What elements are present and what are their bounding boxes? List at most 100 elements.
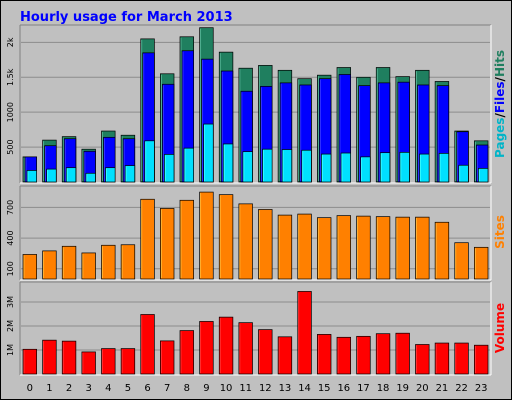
bar-sites-16 [336,215,351,280]
x-tick-label: 15 [318,383,331,394]
bar-pages-21 [438,153,450,183]
bar-sites-7 [160,208,175,280]
y-axis-label-part: / [493,76,507,81]
x-tick-label: 4 [105,383,111,394]
bar-pages-17 [360,156,371,183]
y-axis-label-part: Pages [493,118,507,158]
bar-pages-2 [65,167,77,183]
bar-volume-9 [199,321,214,375]
y-tick-label: 3M [6,296,15,308]
x-tick-label: 20 [416,383,429,394]
bar-volume-14 [297,291,312,375]
panel-background [20,25,491,183]
y-axis-label-volume: Volume [493,303,507,353]
bar-pages-5 [124,165,136,183]
bar-volume-7 [160,340,175,375]
y-tick-label: 100 [6,261,15,276]
series-pages [26,123,489,183]
bar-pages-4 [105,167,116,183]
bar-sites-10 [218,194,234,280]
y-tick-label: 500 [6,139,15,154]
bar-pages-9 [203,123,214,183]
bar-volume-2 [61,340,77,375]
x-tick-label: 7 [164,383,170,394]
x-tick-label: 12 [259,383,272,394]
bar-volume-0 [22,348,37,375]
bar-volume-10 [218,316,234,375]
y-tick-label: 700 [6,200,15,215]
bar-sites-9 [199,191,214,280]
panel-background [20,282,491,375]
x-tick-label: 17 [357,383,370,394]
panel-background [20,186,491,280]
bar-volume-8 [179,330,194,375]
bar-sites-2 [61,245,77,280]
y-axis-label-part: Files [493,81,507,113]
y-tick-label: 400 [6,230,15,245]
bar-pages-14 [301,149,312,183]
x-tick-label: 23 [475,383,488,394]
chart-title: Hourly usage for March 2013 [20,10,233,25]
bar-pages-16 [340,152,351,183]
bar-sites-18 [375,216,391,280]
x-tick-label: 11 [239,383,252,394]
bar-sites-3 [81,252,96,280]
bar-volume-6 [140,314,155,375]
bar-volume-17 [356,335,371,375]
bar-volume-19 [395,332,410,375]
bar-volume-4 [101,348,116,375]
bar-sites-1 [42,250,57,280]
bar-sites-15 [317,217,332,280]
bar-sites-4 [101,244,116,280]
series-files [24,50,489,183]
x-axis-labels: 0 1 2 3 4 5 6 7 8 9 10 11 12 13 14 15 16 17 18 19 20 21 22 23 [27,383,488,394]
x-tick-label: 18 [377,383,390,394]
bar-sites-12 [258,209,273,280]
bar-pages-15 [321,153,332,183]
bar-volume-18 [375,333,391,375]
bar-pages-18 [379,152,391,183]
bar-pages-11 [242,151,253,183]
bar-pages-7 [164,154,175,183]
x-tick-label: 22 [455,383,468,394]
bar-pages-20 [419,153,430,183]
panel-volume: 1M 2M 3M Volume [6,281,507,376]
x-tick-label: 0 [27,383,33,394]
bar-volume-22 [454,342,469,375]
bar-volume-13 [277,336,293,375]
bar-pages-12 [262,148,273,183]
bar-pages-19 [399,151,410,183]
x-tick-label: 10 [220,383,233,394]
bar-volume-1 [42,339,57,375]
x-tick-label: 2 [66,383,72,394]
y-axis-label-sites: Sites [493,215,507,249]
bar-sites-19 [395,216,410,280]
y-tick-label: 1000 [6,102,15,122]
bar-pages-22 [458,164,469,183]
bar-sites-21 [434,221,450,280]
bar-pages-3 [85,172,96,183]
bar-pages-1 [46,168,57,183]
bar-pages-13 [281,149,293,183]
series-sites [22,191,489,280]
bar-volume-23 [474,344,489,375]
bar-pages-6 [144,140,155,183]
bar-sites-13 [277,214,293,280]
bar-sites-0 [22,254,37,280]
x-tick-label: 9 [203,383,209,394]
y-tick-label: 1M [6,344,15,356]
y-axis-label-part: Hits [493,50,507,77]
y-axis-label-pages-files-hits: Pages/Files/Hits [493,50,507,158]
y-tick-label: 2M [6,320,15,332]
bar-sites-17 [356,215,371,280]
bar-pages-0 [26,170,37,183]
bar-volume-16 [336,336,351,375]
bar-sites-14 [297,213,312,280]
bar-volume-5 [120,348,136,375]
y-axis-label-part: / [493,113,507,118]
bar-sites-23 [474,246,489,280]
bar-volume-12 [258,329,273,375]
